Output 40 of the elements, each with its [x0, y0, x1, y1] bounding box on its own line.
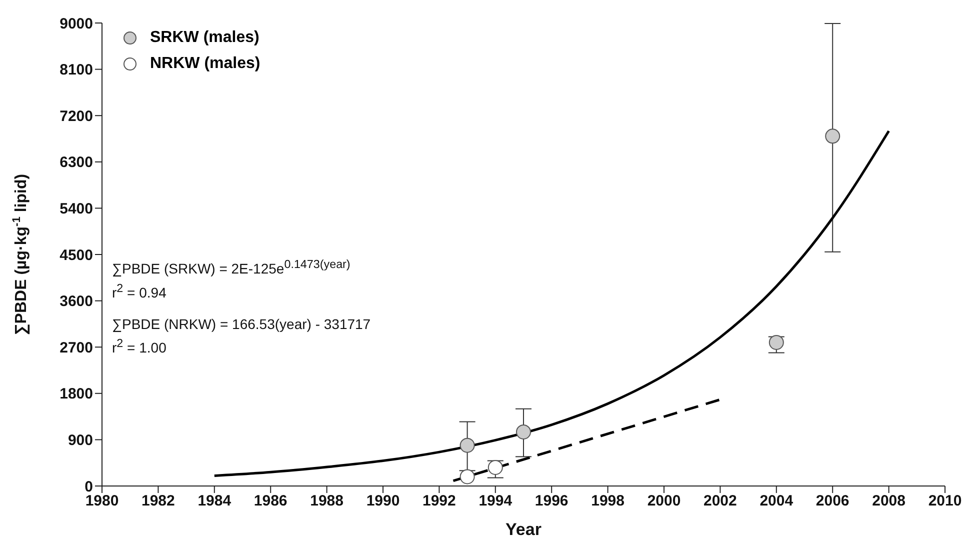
- x-tick-label: 1990: [366, 492, 400, 510]
- legend-label: SRKW (males): [150, 29, 260, 47]
- y-tick-label: 3600: [60, 293, 93, 310]
- x-axis-title: Year: [506, 520, 542, 537]
- annotation: r$^{2}$ = 0.94: [112, 280, 168, 302]
- point: [460, 469, 475, 484]
- x-tick-label: 1998: [591, 492, 624, 510]
- x-tick-label: 1984: [198, 492, 232, 510]
- point: [825, 128, 840, 144]
- annotation: r$^{2}$ = 1.00: [112, 336, 168, 358]
- x-tick-label: 2006: [816, 492, 850, 510]
- x-tick-label: 2002: [704, 492, 737, 510]
- y-tick-label: 4500: [60, 246, 93, 264]
- y-tick-label: 5400: [60, 200, 93, 218]
- y-tick-label: 1800: [60, 386, 93, 403]
- legend-label: NRKW (males): [150, 55, 260, 73]
- point: [768, 334, 784, 350]
- x-tick-label: 1994: [478, 492, 513, 510]
- point: [488, 460, 503, 475]
- y-tick-label: 2700: [60, 339, 93, 356]
- y-tick-label: 8100: [60, 62, 93, 79]
- y-tick-label: 9000: [60, 15, 93, 32]
- annotation: ∑PBDE (SRKW) = 2E-125e$^{0.1473(year)}$: [112, 257, 352, 279]
- x-tick-label: 2008: [872, 492, 906, 510]
- y-tick-label: 0: [84, 478, 93, 496]
- x-tick-label: 1992: [422, 492, 456, 510]
- point: [516, 424, 531, 440]
- x-tick-label: 1982: [142, 492, 175, 510]
- y-tick-label: 7200: [60, 108, 93, 125]
- point: [460, 438, 475, 453]
- x-tick-label: 1986: [254, 492, 288, 510]
- x-tick-label: 1996: [534, 492, 568, 510]
- x-tick-label: 2000: [647, 492, 681, 510]
- y-tick-label: 900: [68, 432, 93, 450]
- x-tick-label: 1980: [85, 492, 119, 510]
- annotation: ∑PBDE (NRKW) = 166.53(year) - 331717: [112, 315, 371, 334]
- y-tick-label: 6300: [60, 154, 93, 172]
- x-tick-label: 1988: [310, 492, 344, 510]
- x-tick-label: 2010: [928, 492, 962, 510]
- x-tick-label: 2004: [760, 492, 794, 510]
